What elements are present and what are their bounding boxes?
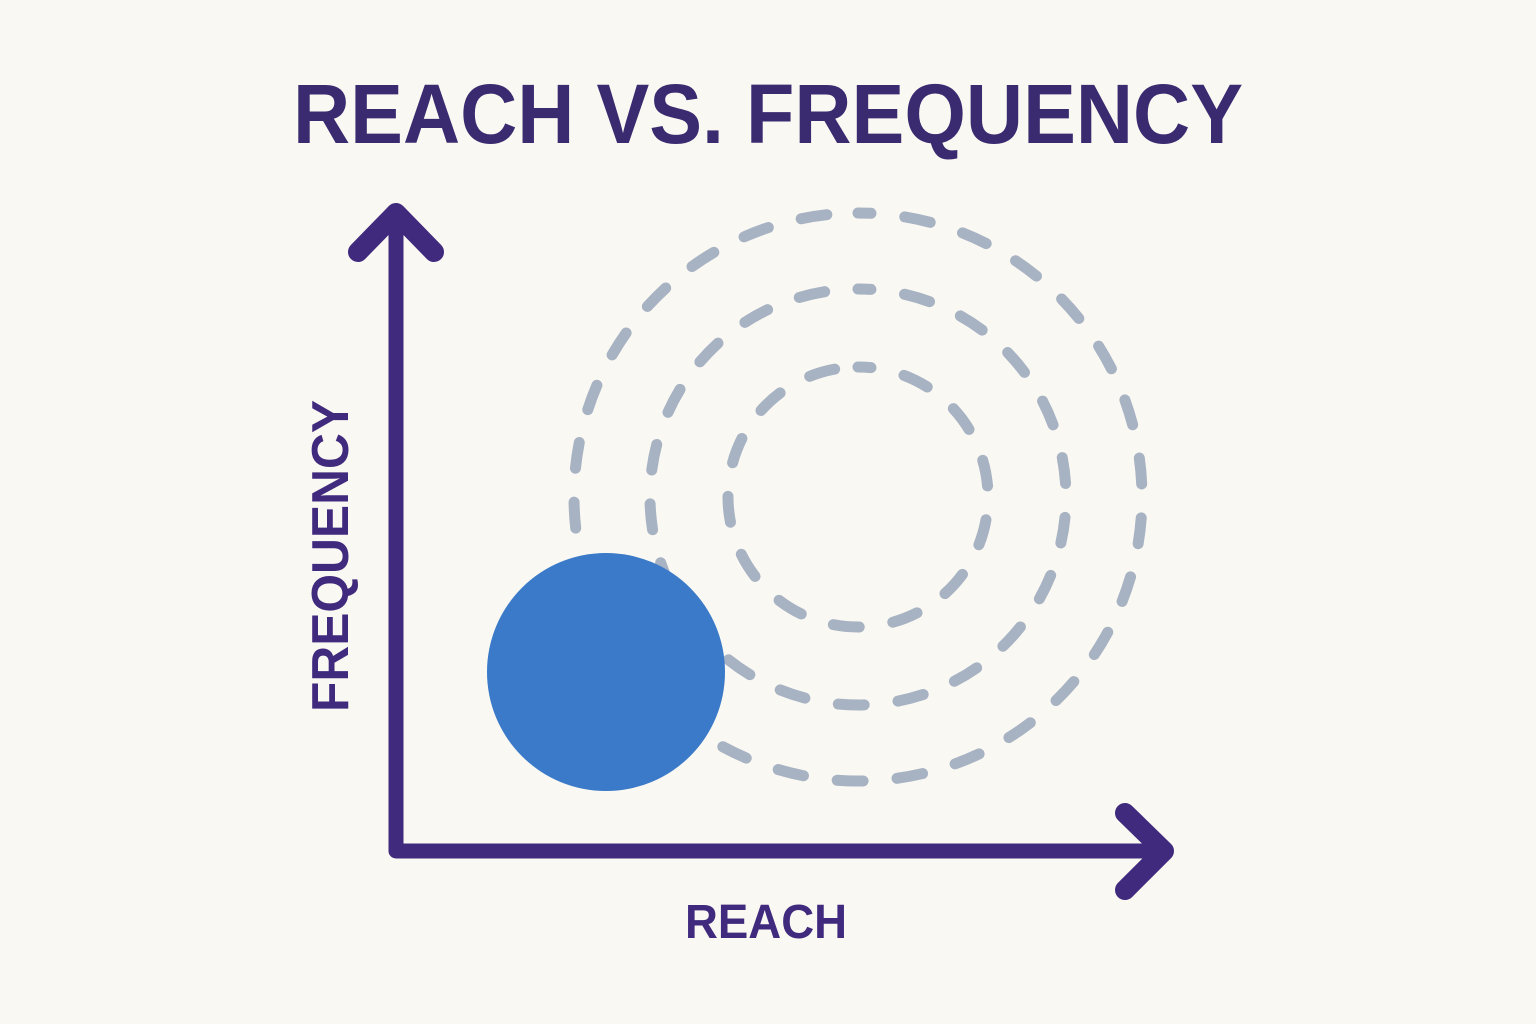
axis-lines xyxy=(388,216,1152,859)
reach-bubble xyxy=(487,553,725,791)
target-ring-outer xyxy=(568,207,1148,787)
target-rings xyxy=(568,207,1148,787)
target-ring-middle xyxy=(644,283,1072,711)
x-axis-arrow-icon xyxy=(1115,803,1174,900)
x-axis-label: REACH xyxy=(685,896,847,949)
page-title: REACH VS. FREQUENCY xyxy=(293,67,1243,161)
y-axis-arrow-icon xyxy=(348,203,444,262)
y-axis-label: FREQUENCY xyxy=(302,400,360,712)
target-ring-inner xyxy=(722,361,994,633)
axes xyxy=(348,203,1174,900)
